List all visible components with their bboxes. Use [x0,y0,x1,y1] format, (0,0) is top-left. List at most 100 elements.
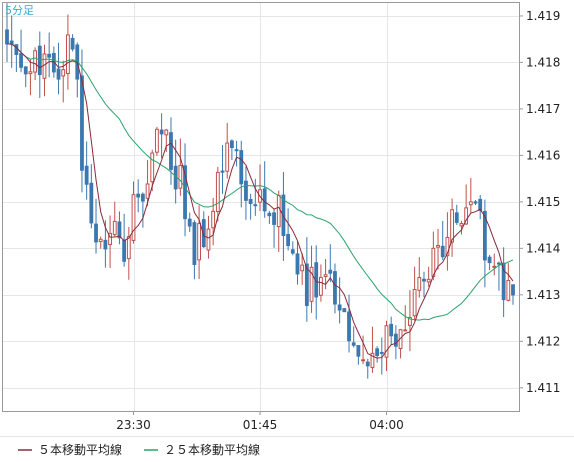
candle-body-down [47,53,52,58]
candle-body-up [417,277,422,291]
axis-layer: 1.411 1.412 1.413 1.414 1.415 1.416 1.417 1.418… [2,2,560,432]
candle-body-up [370,352,375,368]
candle-body-down [136,193,141,198]
period-label: 5分足 [5,4,34,17]
candle-body-down [295,253,300,275]
candle-body-down [440,245,445,258]
candle-body-down [103,239,108,250]
candle-body-down [192,222,197,265]
candle-body-up [28,71,33,75]
candle-body-up [42,53,47,79]
candle-body-up [436,245,440,248]
candle-body-up [108,232,112,246]
candle-body-down [89,182,94,224]
candle-body-down [365,361,370,367]
y-tick-label: 1.412 [526,334,560,348]
candle-body-down [389,323,394,337]
candle-body-up [459,222,464,227]
candle-body-down [478,198,483,211]
ma25-line [6,43,514,321]
x-tick-label: 04:00 [369,418,404,432]
candle-body-up [276,194,281,228]
candle-body-up [408,316,412,326]
candle-body-down [122,239,127,262]
ma5-line [6,43,514,359]
moving-average-layer [6,43,514,359]
candle-body-down [356,345,361,357]
candle-body-down [333,271,337,305]
candle-body-up [131,194,136,241]
candle-body-up [445,236,450,257]
candle-body-down [159,129,164,135]
candle-body-up [450,209,454,243]
candle-body-down [511,284,515,296]
candle-body-up [155,128,159,153]
candle-body-up [403,329,408,332]
y-tick-label: 1.415 [526,195,560,209]
candle-body-up [300,264,305,272]
candle-body-down [454,212,459,223]
legend-entry: ２５本移動平均線 [164,442,260,457]
candle-body-down [248,198,253,204]
candle-body-down [422,278,426,282]
y-tick-label: 1.416 [526,148,560,162]
y-tick-label: 1.419 [526,9,560,23]
candle-body-down [84,165,89,185]
candle-body-down [342,308,347,313]
candle-body-down [5,29,9,45]
candle-body-up [384,325,389,358]
candle-body-down [262,188,267,212]
candle-body-up [361,359,365,362]
candle-body-up [431,247,436,277]
candle-body-down [14,44,19,55]
candle-body-down [337,304,342,311]
candle-body-down [169,132,173,170]
candle-body-down [19,53,23,68]
candle-body-up [492,265,497,268]
y-tick-label: 1.414 [526,241,560,255]
candle-body-down [497,262,501,265]
candle-body-down [347,311,351,342]
candle-body-up [206,228,211,251]
candle-body-up [211,210,216,229]
candle-body-up [197,223,201,261]
candle-body-up [33,50,38,73]
candle-body-down [94,223,98,243]
candle-body-down [272,212,276,225]
y-tick-label: 1.413 [526,288,560,302]
candle-body-down [473,201,478,204]
candle-body-down [351,342,356,346]
x-tick-label: 01:45 [243,418,278,432]
candle-body-up [98,238,103,243]
candle-body-down [183,165,187,220]
y-tick-label: 1.418 [526,55,560,69]
candle-body-up [309,266,314,302]
legend-entry: ５本移動平均線 [38,442,122,457]
candle-body-up [225,142,230,172]
candle-layer [5,3,515,379]
candle-body-down [187,218,192,227]
candle-body-up [215,171,220,213]
candle-body-down [482,210,487,261]
candle-body-down [375,348,380,356]
candle-body-down [80,75,84,171]
candle-body-down [140,193,145,202]
candle-body-down [229,140,234,149]
candle-body-up [319,276,323,296]
candle-body-up [323,274,328,277]
candle-body-up [150,152,155,183]
candle-body-up [66,34,70,74]
candle-body-down [286,234,291,247]
candle-body-up [164,129,169,136]
candle-body-up [506,279,511,301]
candle-body-down [290,249,295,254]
candle-body-down [201,219,206,248]
candle-body-up [126,236,131,260]
candle-body-down [234,149,239,152]
candle-body-down [304,263,309,307]
candle-body-down [117,221,122,239]
candle-body-down [244,180,248,201]
candle-body-down [253,204,258,207]
candle-body-up [145,183,150,199]
